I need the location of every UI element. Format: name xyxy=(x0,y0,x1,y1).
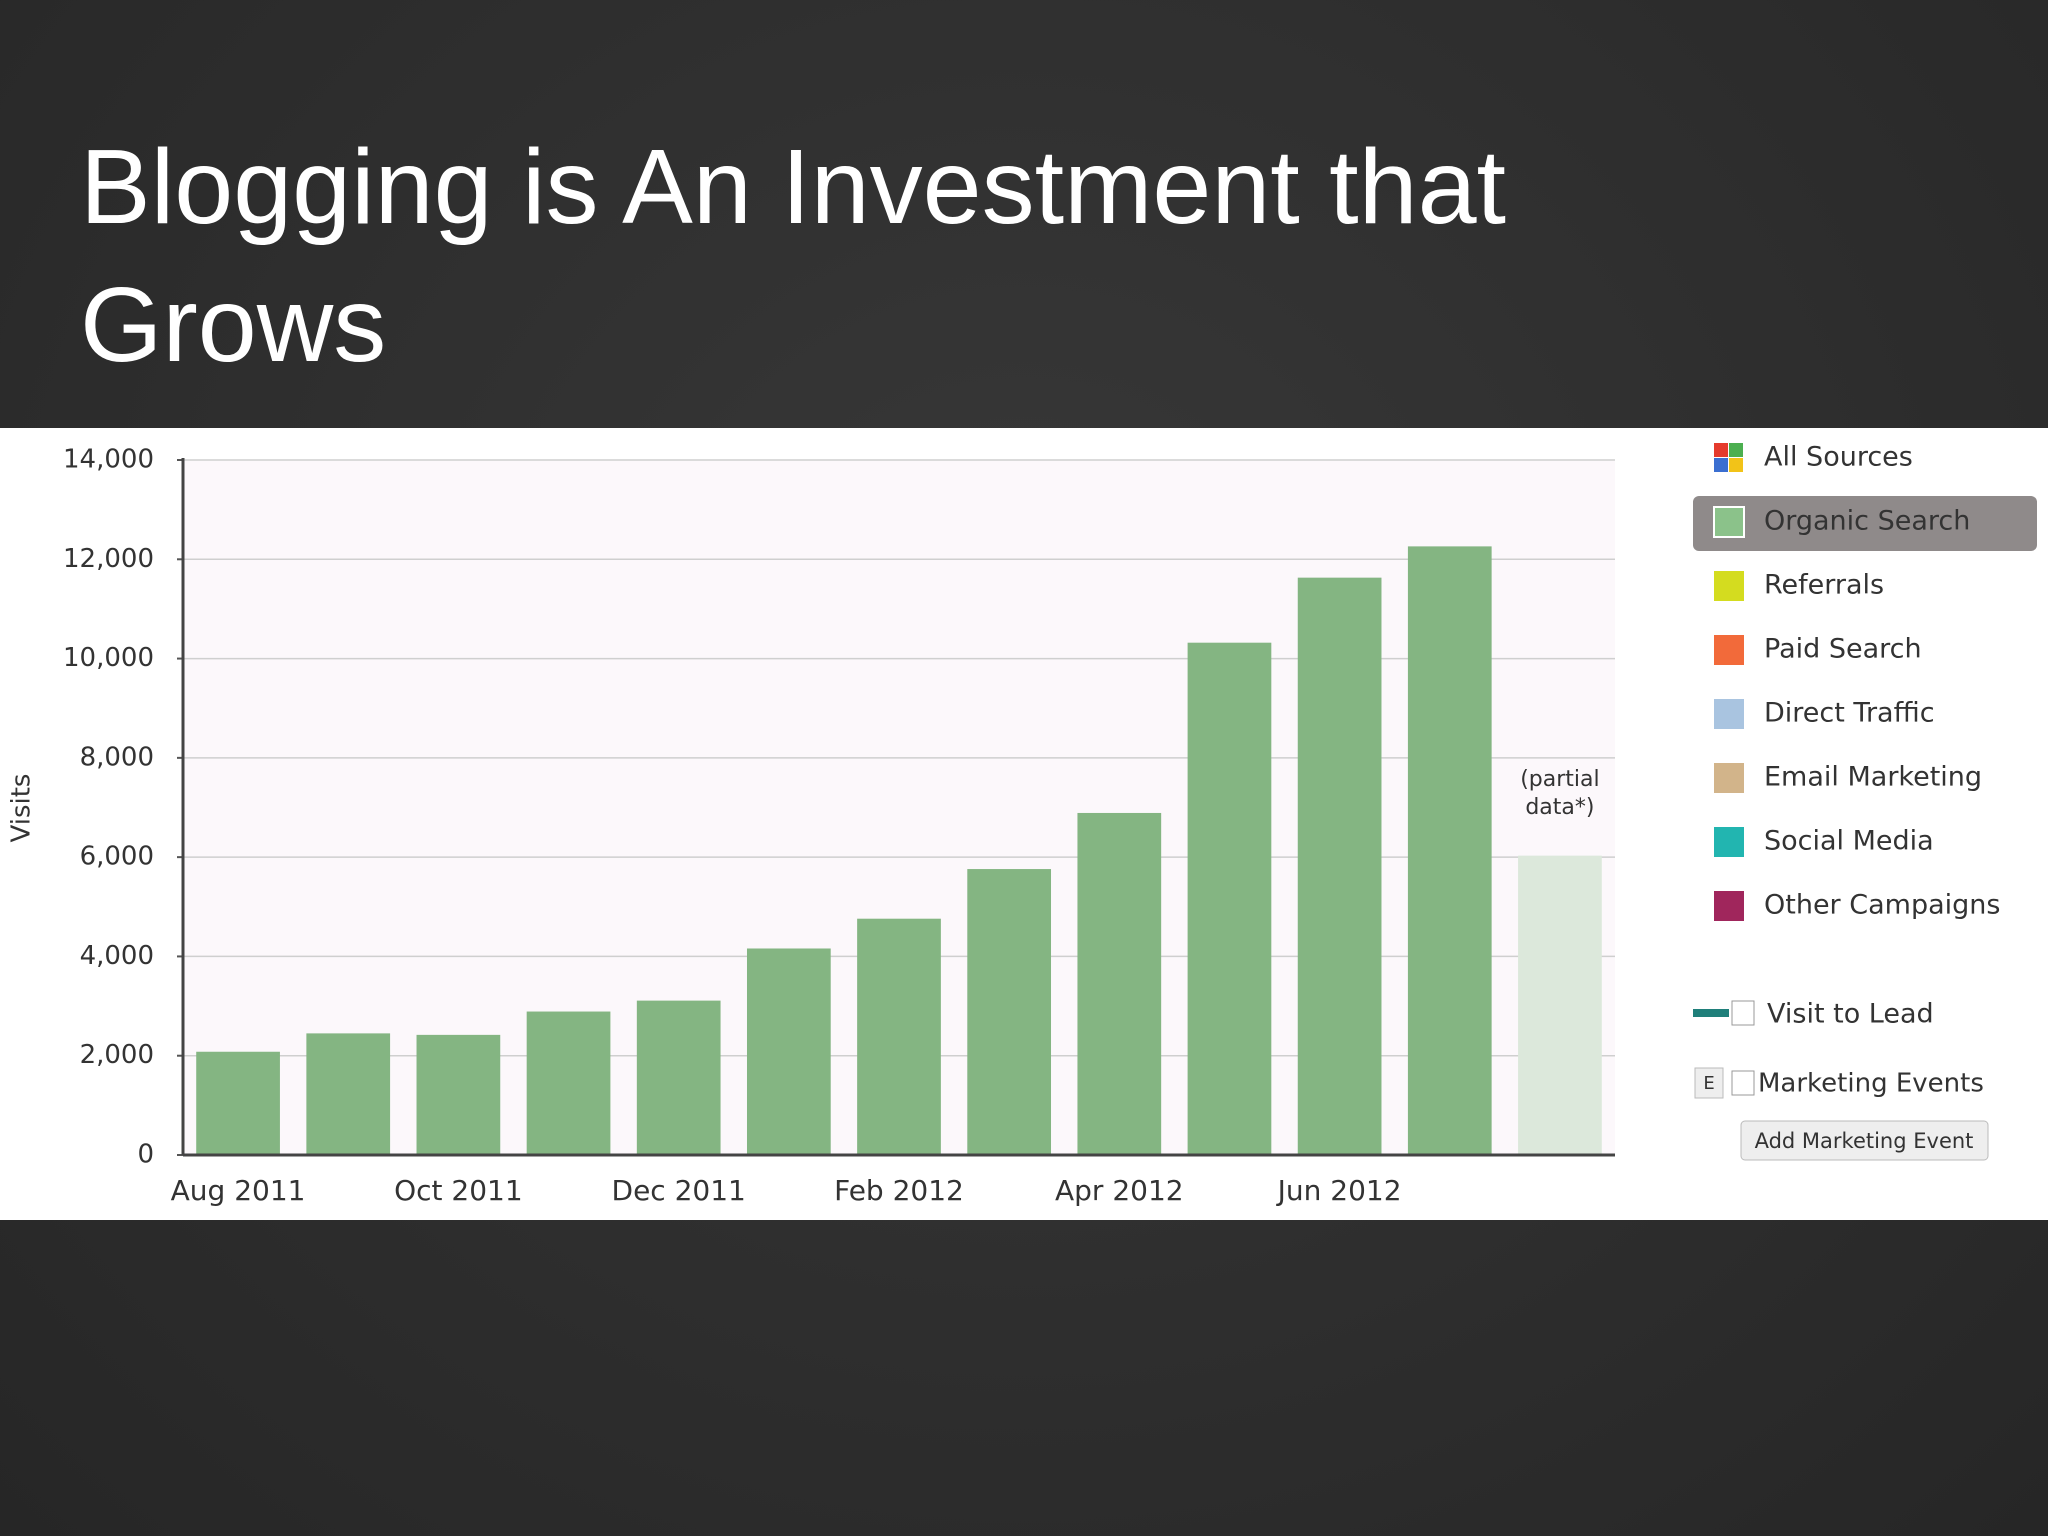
legend-label[interactable]: Organic Search xyxy=(1764,506,1970,537)
bar xyxy=(857,918,941,1155)
control-label: Marketing Events xyxy=(1758,1069,1984,1099)
bar xyxy=(1187,642,1272,1155)
legend-swatch xyxy=(1714,763,1744,793)
event-icon xyxy=(1694,1067,1724,1099)
x-tick-label: Dec 2011 xyxy=(612,1174,746,1207)
legend-swatch xyxy=(1714,571,1744,601)
legend-swatch xyxy=(1713,506,1745,538)
legend-label[interactable]: Email Marketing xyxy=(1764,762,1982,793)
all-sources-icon xyxy=(1714,443,1743,472)
x-tick-label: Oct 2011 xyxy=(394,1174,523,1207)
legend-swatch xyxy=(1714,635,1744,665)
bar xyxy=(416,1034,501,1155)
legend-label[interactable]: Direct Traffic xyxy=(1764,698,1935,729)
bar xyxy=(636,1000,721,1155)
annotation: (partial xyxy=(1520,767,1599,792)
x-tick-label: Apr 2012 xyxy=(1055,1174,1184,1207)
bar xyxy=(1077,812,1162,1155)
y-tick-label: 10,000 xyxy=(63,643,154,673)
bar xyxy=(526,1011,611,1155)
y-tick-label: 4,000 xyxy=(80,941,154,971)
x-tick-label: Feb 2012 xyxy=(834,1174,964,1207)
event-icon-label: E xyxy=(1703,1073,1714,1094)
bar xyxy=(1407,546,1492,1155)
control-label: Visit to Lead xyxy=(1767,999,1934,1030)
y-tick-label: 6,000 xyxy=(80,842,154,872)
legend-label[interactable]: Referrals xyxy=(1764,570,1884,601)
slide-title: Blogging is An Investment that Grows xyxy=(80,128,1506,384)
y-tick-label: 14,000 xyxy=(63,445,154,475)
y-tick-label: 12,000 xyxy=(63,544,154,574)
bar xyxy=(196,1051,280,1155)
legend-label[interactable]: Social Media xyxy=(1764,826,1934,857)
bar xyxy=(967,869,1052,1155)
x-tick-label: Aug 2011 xyxy=(171,1174,306,1207)
legend-swatch xyxy=(1714,699,1744,729)
add-event-button[interactable] xyxy=(1740,1120,1989,1161)
legend-label[interactable]: All Sources xyxy=(1764,442,1913,473)
y-tick-label: 8,000 xyxy=(80,742,154,772)
x-tick-label: Jun 2012 xyxy=(1276,1174,1402,1207)
legend-swatch xyxy=(1714,891,1744,921)
y-tick-label: 0 xyxy=(137,1140,154,1170)
annotation: data*) xyxy=(1525,795,1594,820)
legend-label[interactable]: Paid Search xyxy=(1764,634,1922,665)
selected-source-highlight xyxy=(1693,496,2037,551)
visit-to-lead-line xyxy=(1693,1009,1729,1017)
bar xyxy=(306,1033,391,1155)
y-tick-label: 2,000 xyxy=(80,1040,154,1070)
bar xyxy=(746,948,831,1155)
bar xyxy=(1518,855,1602,1155)
checkbox[interactable] xyxy=(1731,1070,1755,1096)
legend-swatch xyxy=(1714,827,1744,857)
bar xyxy=(1297,577,1382,1155)
checkbox[interactable] xyxy=(1731,1000,1755,1026)
button-label: Add Marketing Event xyxy=(1755,1129,1974,1153)
y-axis-label: Visits xyxy=(7,774,37,843)
legend-label[interactable]: Other Campaigns xyxy=(1764,890,2000,921)
